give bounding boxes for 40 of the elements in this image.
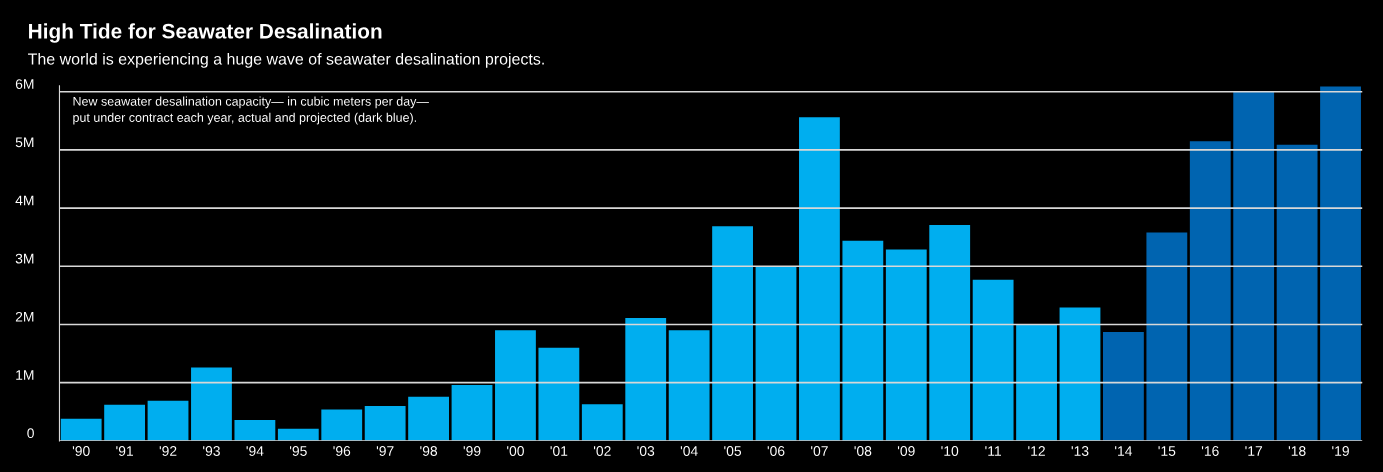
x-tick-label: '90 xyxy=(72,446,90,456)
x-tick-label: '94 xyxy=(246,446,264,456)
x-tick-label: '13 xyxy=(1071,446,1089,456)
x-tick-label: '11 xyxy=(985,446,1001,456)
chart-subtitle: The world is experiencing a huge wave of seawater desalination projects. xyxy=(28,52,544,68)
y-tick-label: 5M xyxy=(15,137,34,148)
x-tick-label: '16 xyxy=(1201,446,1219,456)
x-tick-label: '97 xyxy=(376,446,394,456)
x-tick-label: '00 xyxy=(507,446,524,456)
y-tick-label: 2M xyxy=(15,311,34,322)
x-tick-label: '92 xyxy=(159,446,177,456)
x-tick-label: '18 xyxy=(1288,446,1306,456)
x-tick-label: '02 xyxy=(593,446,611,456)
y-tick-label: 1M xyxy=(16,370,34,380)
x-tick-label: '05 xyxy=(724,446,742,456)
x-tick-label: '95 xyxy=(289,446,307,456)
x-tick-label: '98 xyxy=(420,446,438,456)
x-tick-label: '06 xyxy=(767,446,785,456)
x-tick-label: '08 xyxy=(854,446,872,456)
x-tick-label: '03 xyxy=(637,446,655,456)
x-tick-label: '19 xyxy=(1332,446,1349,456)
x-tick-label: '91 xyxy=(116,446,133,456)
chart-title: High Tide for Seawater Desalination xyxy=(29,23,382,43)
x-tick-label: '10 xyxy=(941,446,959,456)
x-tick-label: '93 xyxy=(203,446,220,456)
y-tick-label: 3M xyxy=(15,253,34,264)
x-tick-label: '01 xyxy=(550,446,568,456)
x-tick-label: '07 xyxy=(811,446,828,456)
y-tick-label: 4M xyxy=(15,195,34,206)
x-tick-label: '15 xyxy=(1158,446,1176,456)
x-tick-label: '04 xyxy=(680,446,698,456)
y-tick-label: 0 xyxy=(27,428,34,439)
x-tick-label: '12 xyxy=(1028,446,1045,456)
x-tick-label: '96 xyxy=(333,446,351,456)
x-tick-label: '09 xyxy=(897,446,915,456)
x-tick-label: '14 xyxy=(1115,446,1133,456)
x-tick-label: '99 xyxy=(463,446,481,456)
x-tick-label: '17 xyxy=(1245,446,1263,456)
annotation: New seawater desalination capacity— in cubic meters per day— put under contract each year, actual and projected (dark blue). xyxy=(73,96,429,125)
y-tick-label: 6M xyxy=(15,79,34,89)
